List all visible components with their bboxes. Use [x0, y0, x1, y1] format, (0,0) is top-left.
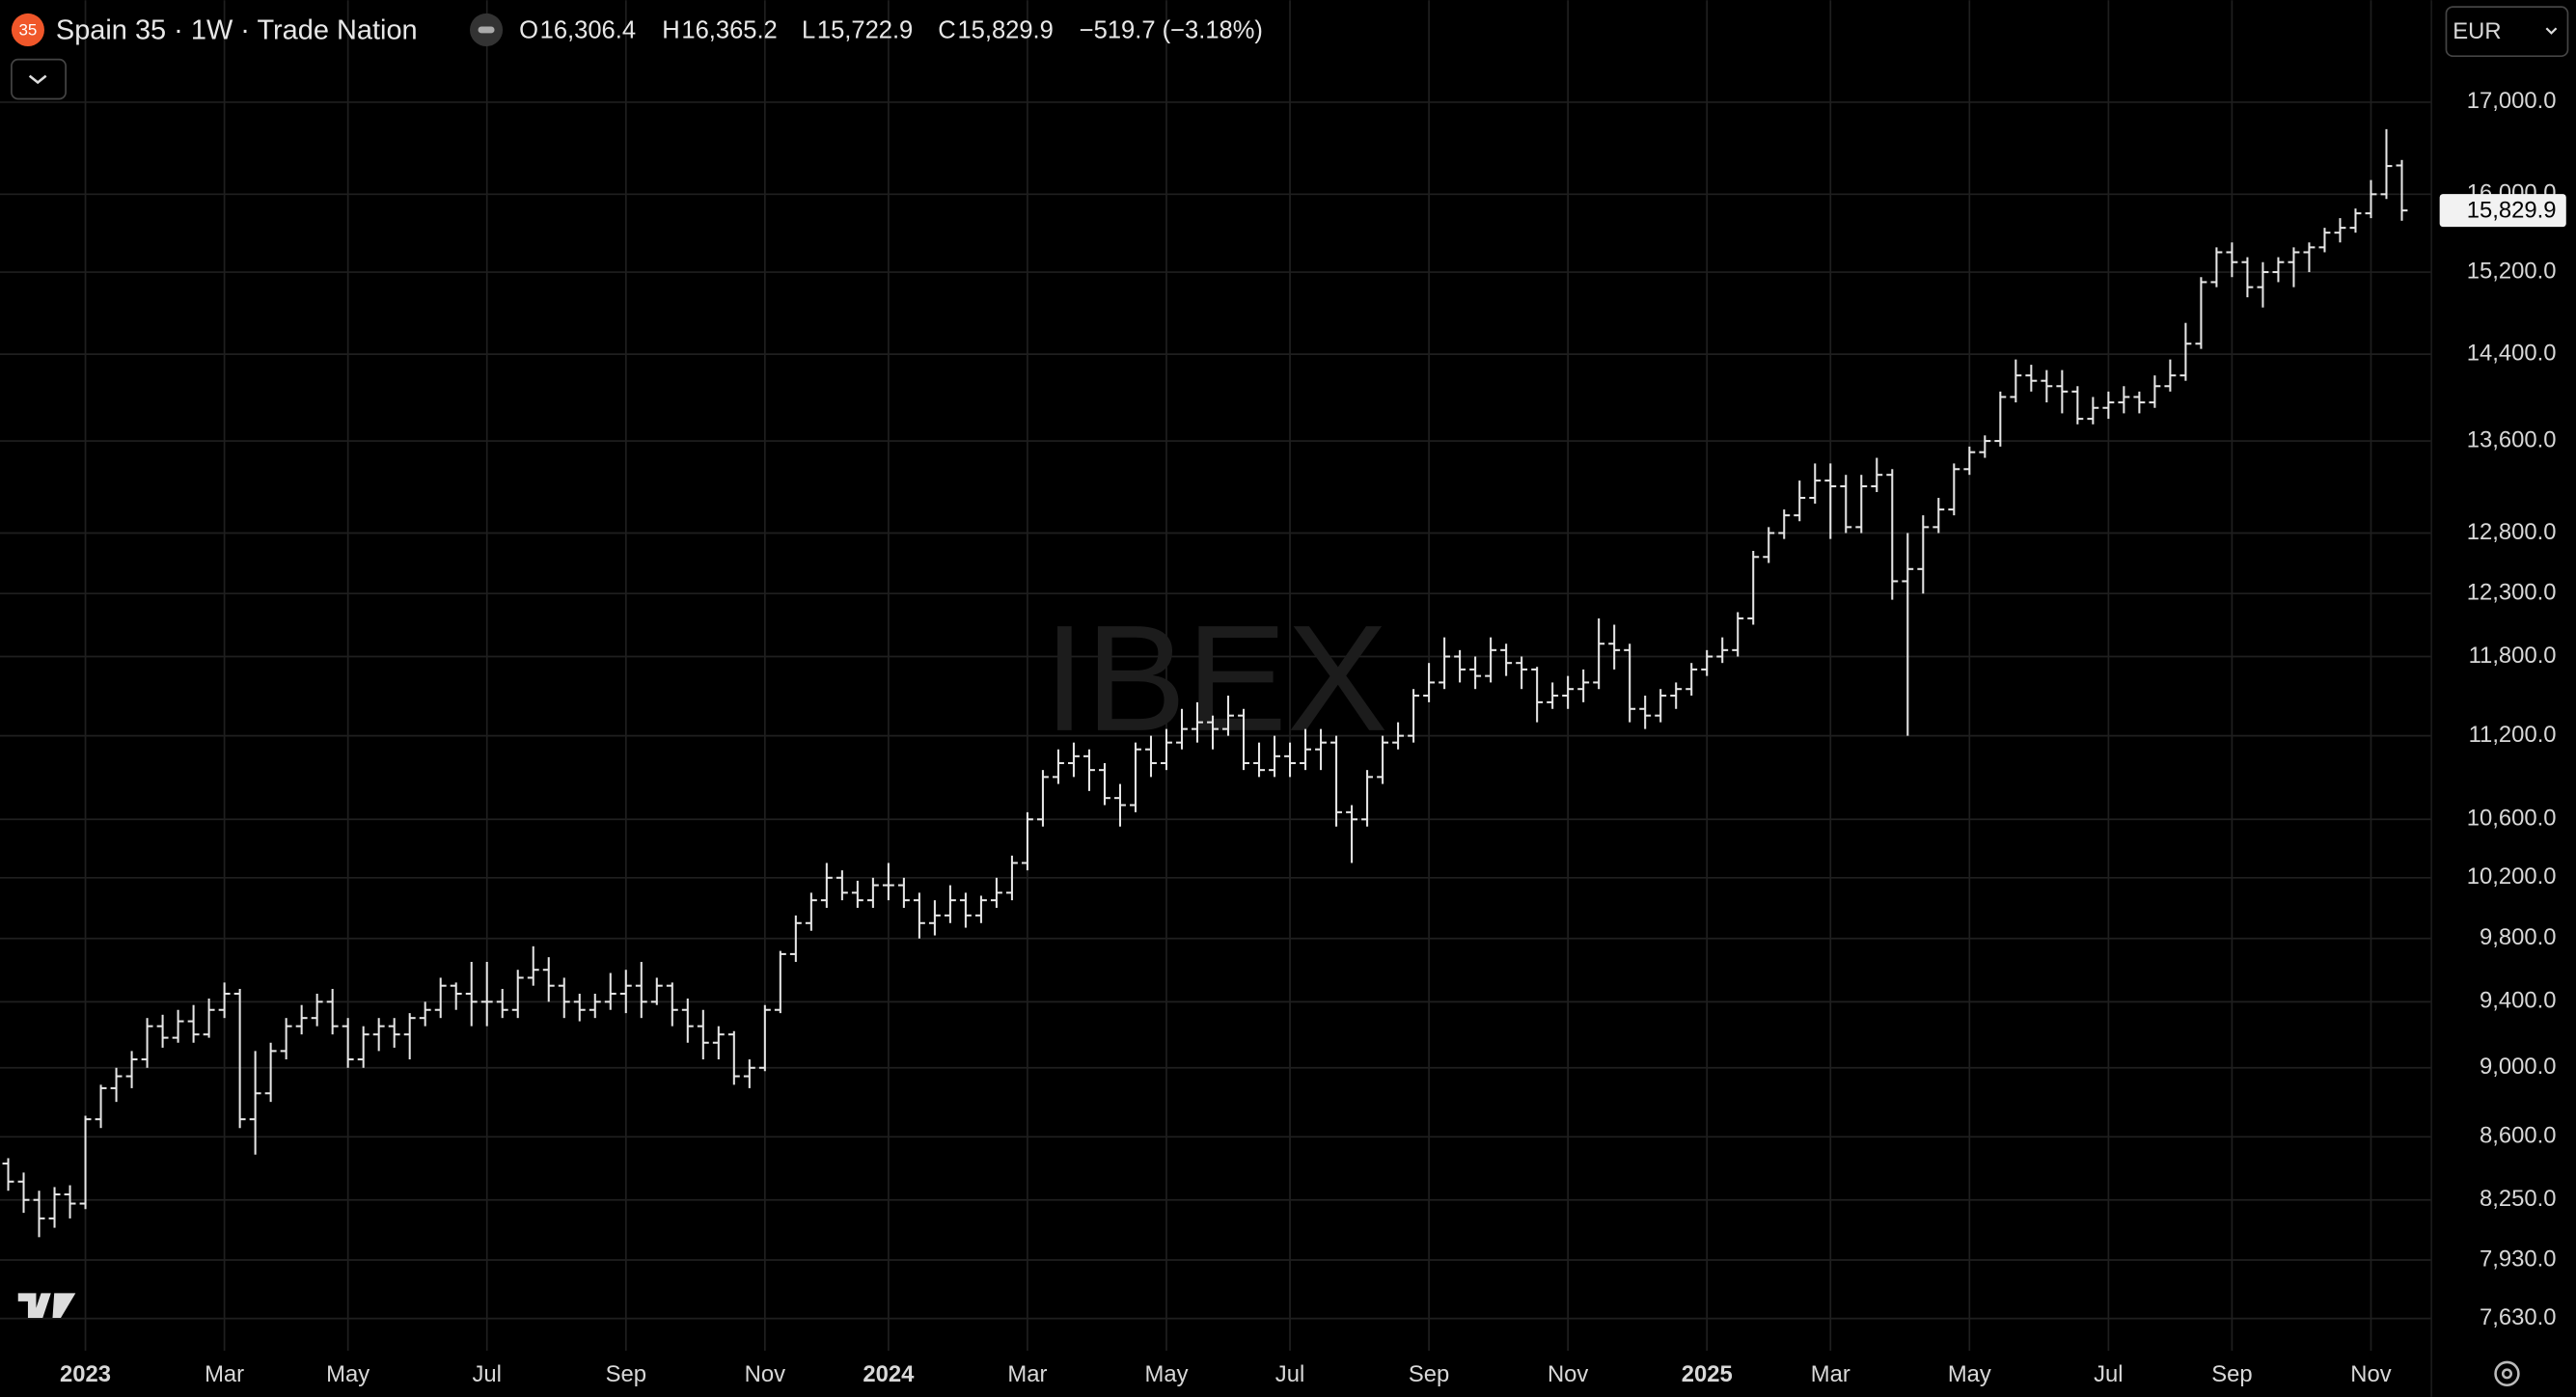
y-tick-label: 12,800.0 — [2467, 519, 2557, 545]
y-tick-label: 7,930.0 — [2480, 1246, 2557, 1272]
settings-icon[interactable] — [2494, 1360, 2520, 1387]
last-price-label: 15,829.9 — [2467, 197, 2557, 223]
legend-key: L — [802, 16, 815, 43]
watermark: IBEX — [1044, 594, 1388, 763]
x-tick-label: Sep — [606, 1361, 646, 1387]
y-tick-label: 7,630.0 — [2480, 1304, 2557, 1330]
x-tick-label: Mar — [1811, 1361, 1850, 1387]
y-tick-label: 11,800.0 — [2469, 643, 2557, 669]
y-tick-label: 8,600.0 — [2480, 1123, 2557, 1149]
y-tick-label: 15,200.0 — [2467, 258, 2557, 284]
badge-text: 35 — [18, 20, 37, 39]
legend-value: 15,829.9 — [957, 16, 1053, 43]
legend-item: H 16,365.2 — [662, 16, 778, 43]
legend-value: 16,365.2 — [681, 16, 777, 43]
grid — [0, 0, 2432, 1352]
legend-value: 16,306.4 — [540, 16, 636, 43]
y-tick-label: 11,200.0 — [2469, 722, 2557, 748]
currency-label: EUR — [2453, 18, 2501, 44]
x-tick-label: Jul — [1275, 1361, 1304, 1387]
legend-key: O — [519, 16, 538, 43]
x-tick-label: Mar — [205, 1361, 244, 1387]
ohlc-legend: O 16,306.4 H 16,365.2 L 15,722.9 C 15,829.9 −519… — [519, 16, 1263, 43]
y-tick-label: 17,000.0 — [2467, 88, 2557, 114]
x-tick-label: 2025 — [1682, 1361, 1733, 1387]
last-price-tag — [2439, 194, 2566, 228]
y-tick-label: 8,250.0 — [2480, 1186, 2557, 1212]
y-tick-label: 10,200.0 — [2467, 863, 2557, 890]
x-tick-label: Jul — [2094, 1361, 2123, 1387]
x-tick-label: May — [1948, 1361, 1991, 1387]
y-tick-label: 9,400.0 — [2480, 988, 2557, 1014]
x-tick-label: 2023 — [60, 1361, 111, 1387]
y-tick-label: 9,800.0 — [2480, 924, 2557, 950]
legend-item: O 16,306.4 — [519, 16, 636, 43]
chevron-icon — [28, 74, 47, 85]
y-tick-label: 9,000.0 — [2480, 1054, 2557, 1080]
change-value: −519.7 (−3.18%) — [1080, 16, 1263, 43]
legend-key: C — [938, 16, 955, 43]
status-icon — [478, 26, 495, 34]
gear-outer — [2494, 1360, 2520, 1387]
legend-key: H — [662, 16, 679, 43]
symbol-title[interactable]: Spain 35 · 1W · Trade Nation — [56, 14, 418, 45]
x-tick-label: Jul — [472, 1361, 501, 1387]
y-tick-label: 10,600.0 — [2467, 806, 2557, 832]
x-tick-label: Nov — [745, 1361, 785, 1387]
currency-button[interactable] — [2445, 6, 2569, 58]
currency-chevron — [2545, 27, 2558, 35]
x-tick-label: Sep — [1409, 1361, 1449, 1387]
legend-item: L 15,722.9 — [802, 16, 913, 43]
x-tick-label: May — [1144, 1361, 1188, 1387]
gear-inner — [2501, 1368, 2513, 1380]
x-tick-label: Sep — [2211, 1361, 2252, 1387]
legend-item: C 15,829.9 — [938, 16, 1054, 43]
collapse-button[interactable] — [11, 58, 67, 100]
x-tick-label: May — [326, 1361, 370, 1387]
y-tick-label: 12,300.0 — [2467, 579, 2557, 605]
legend-value: 15,722.9 — [817, 16, 913, 43]
y-tick-label: 13,600.0 — [2467, 426, 2557, 452]
symbol-badge — [11, 13, 44, 46]
y-tick-label: 14,400.0 — [2467, 340, 2557, 366]
x-tick-label: 2024 — [863, 1361, 915, 1387]
brand-logo[interactable] — [17, 1293, 76, 1318]
x-tick-label: Mar — [1007, 1361, 1047, 1387]
x-tick-label: Nov — [1548, 1361, 1588, 1387]
bars — [2, 128, 2408, 1238]
x-tick-label: Nov — [2350, 1361, 2391, 1387]
